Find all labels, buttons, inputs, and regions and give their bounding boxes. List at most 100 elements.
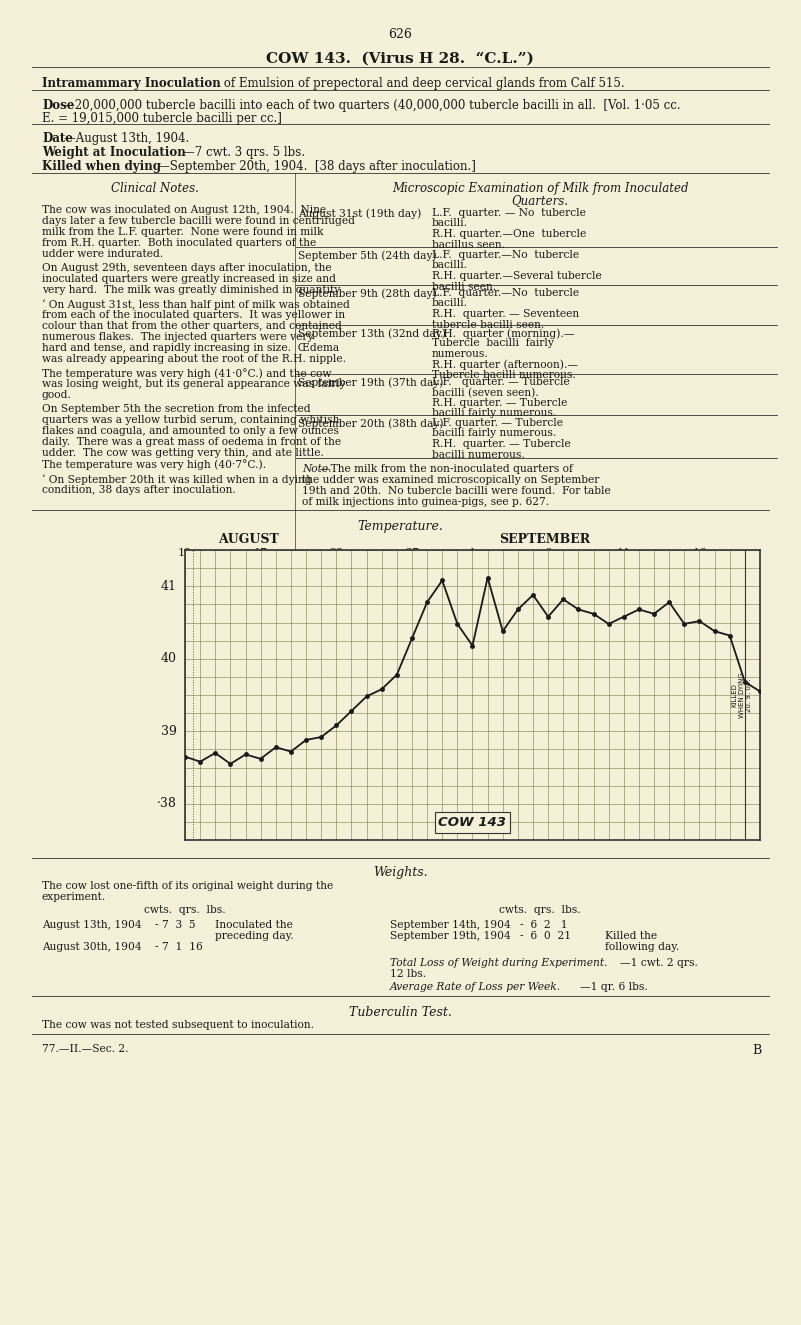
Text: B: B bbox=[753, 1044, 762, 1057]
Text: condition, 38 days after inoculation.: condition, 38 days after inoculation. bbox=[42, 485, 235, 496]
Text: 27: 27 bbox=[405, 549, 419, 558]
Text: cwts.  qrs.  lbs.: cwts. qrs. lbs. bbox=[144, 905, 226, 916]
Text: Weights.: Weights. bbox=[372, 867, 427, 878]
Text: The temperature was very high (40·7°C.).: The temperature was very high (40·7°C.). bbox=[42, 458, 266, 470]
Text: AUGUST: AUGUST bbox=[218, 533, 279, 546]
Text: R.H. quarter.—One  tubercle: R.H. quarter.—One tubercle bbox=[432, 229, 586, 238]
Text: 22: 22 bbox=[329, 549, 344, 558]
Text: —1 cwt. 2 qrs.: —1 cwt. 2 qrs. bbox=[620, 958, 698, 969]
Text: August 31st (19th day): August 31st (19th day) bbox=[298, 208, 421, 219]
Text: flakes and coagula, and amounted to only a few ounces: flakes and coagula, and amounted to only… bbox=[42, 427, 339, 436]
Text: bacillus seen.: bacillus seen. bbox=[432, 240, 505, 249]
Text: R.H. quarter. — Tubercle: R.H. quarter. — Tubercle bbox=[432, 398, 567, 408]
Text: The cow lost one-fifth of its original weight during the: The cow lost one-fifth of its original w… bbox=[42, 881, 333, 890]
Text: SEPTEMBER: SEPTEMBER bbox=[500, 533, 590, 546]
Text: bacilli seen.: bacilli seen. bbox=[432, 281, 496, 292]
Text: Clinical Notes.: Clinical Notes. bbox=[111, 182, 199, 195]
Text: Tubercle bacilli numerous.: Tubercle bacilli numerous. bbox=[432, 370, 576, 380]
Text: L.F.   quarter. — Tubercle: L.F. quarter. — Tubercle bbox=[432, 378, 570, 387]
Text: bacilli.: bacilli. bbox=[432, 219, 468, 228]
Text: of milk injections into guinea-pigs, see p. 627.: of milk injections into guinea-pigs, see… bbox=[302, 497, 549, 507]
Text: L.F.  quarter.—No  tubercle: L.F. quarter.—No tubercle bbox=[432, 250, 579, 260]
Text: September 5th (24th day): September 5th (24th day) bbox=[298, 250, 437, 261]
Text: 1: 1 bbox=[469, 549, 476, 558]
Text: inoculated quarters were greatly increased in size and: inoculated quarters were greatly increas… bbox=[42, 274, 336, 284]
Text: experiment.: experiment. bbox=[42, 892, 107, 902]
Text: - 7  3  5: - 7 3 5 bbox=[155, 920, 195, 930]
Text: 16: 16 bbox=[692, 549, 706, 558]
Text: 40: 40 bbox=[161, 652, 177, 665]
Text: R.H.  quarter (morning).—: R.H. quarter (morning).— bbox=[432, 329, 574, 339]
Text: 6: 6 bbox=[545, 549, 552, 558]
Text: bacilli numerous.: bacilli numerous. bbox=[432, 449, 525, 460]
Text: ‘ On September 20th it was killed when in a dying: ‘ On September 20th it was killed when i… bbox=[42, 474, 312, 485]
Text: ·38: ·38 bbox=[157, 798, 177, 811]
Text: Quarters.: Quarters. bbox=[512, 193, 569, 207]
Text: good.: good. bbox=[42, 390, 72, 400]
Text: bacilli.: bacilli. bbox=[432, 261, 468, 270]
Text: The cow was inoculated on August 12th, 1904.  Nine: The cow was inoculated on August 12th, 1… bbox=[42, 205, 326, 215]
Text: The temperature was very high (41·0°C.) and the cow: The temperature was very high (41·0°C.) … bbox=[42, 368, 332, 379]
Text: tubercle bacilli seen.: tubercle bacilli seen. bbox=[432, 319, 544, 330]
Text: —September 20th, 1904.  [38 days after inoculation.]: —September 20th, 1904. [38 days after in… bbox=[158, 160, 476, 174]
Text: On August 29th, seventeen days after inoculation, the: On August 29th, seventeen days after ino… bbox=[42, 262, 332, 273]
Text: September 19th, 1904: September 19th, 1904 bbox=[390, 931, 511, 941]
Text: 41: 41 bbox=[161, 580, 177, 592]
Text: milk from the L.F. quarter.  None were found in milk: milk from the L.F. quarter. None were fo… bbox=[42, 227, 324, 237]
Text: bacilli fairly numerous.: bacilli fairly numerous. bbox=[432, 428, 556, 439]
Text: 12 lbs.: 12 lbs. bbox=[390, 969, 426, 979]
Text: Date: Date bbox=[42, 132, 73, 144]
Text: 626: 626 bbox=[388, 28, 412, 41]
Text: September 19th (37th day): September 19th (37th day) bbox=[298, 378, 444, 387]
Text: cwts.  qrs.  lbs.: cwts. qrs. lbs. bbox=[499, 905, 581, 916]
Text: -  6  2   1: - 6 2 1 bbox=[520, 920, 568, 930]
Text: COW 143: COW 143 bbox=[438, 816, 506, 829]
Text: COW 143.  (Virus H 28.  “C.L.”): COW 143. (Virus H 28. “C.L.”) bbox=[266, 52, 534, 66]
Text: L.F.  quarter.—No  tubercle: L.F. quarter.—No tubercle bbox=[432, 288, 579, 298]
Text: —7 cwt. 3 qrs. 5 lbs.: —7 cwt. 3 qrs. 5 lbs. bbox=[183, 146, 305, 159]
Text: September 14th, 1904: September 14th, 1904 bbox=[390, 920, 511, 930]
Text: Inoculated the: Inoculated the bbox=[215, 920, 293, 930]
Text: —The milk from the non-inoculated quarters of: —The milk from the non-inoculated quarte… bbox=[320, 464, 573, 474]
Text: numerous flakes.  The injected quarters were very: numerous flakes. The injected quarters w… bbox=[42, 333, 313, 342]
Text: E. = 19,015,000 tubercle bacilli per cc.]: E. = 19,015,000 tubercle bacilli per cc.… bbox=[42, 113, 282, 125]
Text: was already appearing about the root of the R.H. nipple.: was already appearing about the root of … bbox=[42, 354, 346, 364]
Text: days later a few tubercle bacilli were found in centrifuged: days later a few tubercle bacilli were f… bbox=[42, 216, 355, 227]
Text: 11: 11 bbox=[617, 549, 631, 558]
Text: August 30th, 1904: August 30th, 1904 bbox=[42, 942, 142, 951]
Text: udder were indurated.: udder were indurated. bbox=[42, 249, 163, 258]
Text: was losing weight, but its general appearance was fairly: was losing weight, but its general appea… bbox=[42, 379, 345, 390]
Text: udder.  The cow was getting very thin, and ate little.: udder. The cow was getting very thin, an… bbox=[42, 448, 324, 458]
Text: of Emulsion of prepectoral and deep cervical glands from Calf 515.: of Emulsion of prepectoral and deep cerv… bbox=[220, 77, 625, 90]
Text: colour than that from the other quarters, and contained: colour than that from the other quarters… bbox=[42, 321, 342, 331]
Text: —August 13th, 1904.: —August 13th, 1904. bbox=[64, 132, 189, 144]
Text: Average Rate of Loss per Week.: Average Rate of Loss per Week. bbox=[390, 982, 562, 992]
Text: Dose: Dose bbox=[42, 99, 74, 113]
Text: Intramammary Inoculation: Intramammary Inoculation bbox=[42, 77, 221, 90]
Text: Note.: Note. bbox=[302, 464, 332, 474]
Text: very hard.  The milk was greatly diminished in quantity.: very hard. The milk was greatly diminish… bbox=[42, 285, 342, 295]
Text: -  6  0  21: - 6 0 21 bbox=[520, 931, 571, 941]
Text: R.H.  quarter. — Seventeen: R.H. quarter. — Seventeen bbox=[432, 309, 579, 319]
Text: the udder was examined microscopically on September: the udder was examined microscopically o… bbox=[302, 474, 599, 485]
Text: from each of the inoculated quarters.  It was yellower in: from each of the inoculated quarters. It… bbox=[42, 310, 345, 321]
Text: bacilli (seven seen).: bacilli (seven seen). bbox=[432, 387, 539, 398]
Text: The cow was not tested subsequent to inoculation.: The cow was not tested subsequent to ino… bbox=[42, 1020, 314, 1030]
Text: —20,000,000 tubercle bacilli into each of two quarters (40,000,000 tubercle baci: —20,000,000 tubercle bacilli into each o… bbox=[63, 99, 681, 113]
Text: L.F. quarter. — Tubercle: L.F. quarter. — Tubercle bbox=[432, 417, 563, 428]
Text: Tuberculin Test.: Tuberculin Test. bbox=[348, 1006, 452, 1019]
Text: September 20th (38th day): September 20th (38th day) bbox=[298, 417, 444, 428]
Text: On September 5th the secretion from the infected: On September 5th the secretion from the … bbox=[42, 404, 311, 413]
Text: KILLED
WHEN DYING
20. 9. 04.: KILLED WHEN DYING 20. 9. 04. bbox=[732, 672, 752, 718]
Text: R.H.  quarter. — Tubercle: R.H. quarter. — Tubercle bbox=[432, 439, 571, 449]
Text: Killed when dying: Killed when dying bbox=[42, 160, 161, 174]
Text: numerous.: numerous. bbox=[432, 348, 489, 359]
Text: L.F.  quarter. — No  tubercle: L.F. quarter. — No tubercle bbox=[432, 208, 586, 219]
Text: following day.: following day. bbox=[605, 942, 679, 951]
Text: R.H. quarter (afternoon).—: R.H. quarter (afternoon).— bbox=[432, 359, 578, 370]
Text: R.H. quarter.—Several tubercle: R.H. quarter.—Several tubercle bbox=[432, 272, 602, 281]
Text: 77.—II.—Sec. 2.: 77.—II.—Sec. 2. bbox=[42, 1044, 128, 1053]
Text: Temperature.: Temperature. bbox=[357, 519, 443, 533]
Text: —1 qr. 6 lbs.: —1 qr. 6 lbs. bbox=[580, 982, 648, 992]
Text: Total Loss of Weight during Experiment.: Total Loss of Weight during Experiment. bbox=[390, 958, 607, 969]
